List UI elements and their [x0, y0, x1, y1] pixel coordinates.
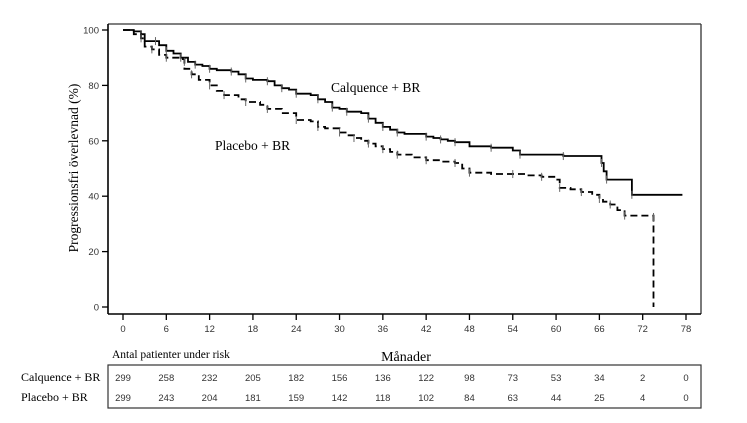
- risk-table: Calquence + BR 299 258 232 205 182 156 136 122 98…: [21, 370, 689, 404]
- series-line-placebo: [123, 29, 655, 307]
- risk-row-label: Calquence + BR: [21, 370, 100, 384]
- risk-value: 118: [375, 393, 390, 404]
- x-tick-label: 60: [551, 324, 562, 335]
- x-tick-label: 72: [637, 324, 648, 335]
- x-tick-label: 0: [120, 324, 125, 335]
- x-axis-label: Månader: [381, 350, 431, 365]
- risk-value: 0: [683, 373, 688, 384]
- risk-value: 63: [507, 393, 518, 404]
- risk-value: 0: [683, 393, 688, 404]
- risk-value: 182: [288, 373, 304, 384]
- risk-value: 34: [594, 373, 605, 384]
- risk-table-title: Antal patienter under risk: [112, 349, 230, 361]
- risk-value: 159: [288, 393, 304, 404]
- x-tick-label: 78: [681, 324, 692, 335]
- risk-value: 98: [464, 373, 475, 384]
- risk-value: 84: [464, 393, 475, 404]
- y-tick-label: 20: [88, 247, 99, 258]
- y-tick-label: 100: [83, 26, 99, 37]
- y-tick-label: 60: [88, 136, 99, 147]
- risk-value: 44: [551, 393, 562, 404]
- x-tick-label: 6: [164, 324, 169, 335]
- risk-value: 181: [245, 393, 261, 404]
- risk-value: 136: [375, 373, 391, 384]
- x-tick-label: 54: [507, 324, 518, 335]
- series-layer: [123, 29, 683, 307]
- risk-row-label: Placebo + BR: [21, 390, 88, 404]
- annotation-placebo: Placebo + BR: [215, 138, 290, 153]
- risk-value: 156: [332, 373, 348, 384]
- risk-table-box: [107, 364, 702, 409]
- x-tick-label: 30: [334, 324, 345, 335]
- x-tick-label: 18: [248, 324, 259, 335]
- y-ticks: 0 20 40 60 80 100: [83, 26, 108, 314]
- risk-value: 299: [115, 373, 131, 384]
- risk-value: 122: [418, 373, 434, 384]
- risk-value: 205: [245, 373, 261, 384]
- x-tick-label: 12: [204, 324, 215, 335]
- risk-value: 299: [115, 393, 131, 404]
- risk-value: 2: [640, 373, 645, 384]
- risk-value: 258: [158, 373, 174, 384]
- y-axis-label: Progressionsfri överlevnad (%): [66, 84, 81, 253]
- risk-value: 142: [332, 393, 348, 404]
- y-tick-label: 40: [88, 192, 99, 203]
- x-tick-label: 24: [291, 324, 302, 335]
- risk-value: 204: [202, 393, 218, 404]
- risk-value: 102: [418, 393, 434, 404]
- series-line-calquence: [123, 29, 683, 196]
- risk-value: 53: [551, 373, 562, 384]
- risk-value: 232: [202, 373, 218, 384]
- risk-value: 25: [594, 393, 605, 404]
- risk-value: 73: [507, 373, 518, 384]
- x-tick-label: 48: [464, 324, 475, 335]
- x-tick-label: 66: [594, 324, 605, 335]
- x-tick-label: 36: [378, 324, 389, 335]
- risk-value: 4: [640, 393, 645, 404]
- annotation-calquence: Calquence + BR: [331, 80, 420, 95]
- risk-value: 243: [158, 393, 174, 404]
- y-tick-label: 0: [94, 303, 99, 314]
- y-tick-label: 80: [88, 81, 99, 92]
- plot-frame: [107, 23, 702, 315]
- x-ticks: 0 6 12 18 24 30 36 42 48 54 60 66 72 78: [120, 314, 691, 335]
- x-tick-label: 42: [421, 324, 432, 335]
